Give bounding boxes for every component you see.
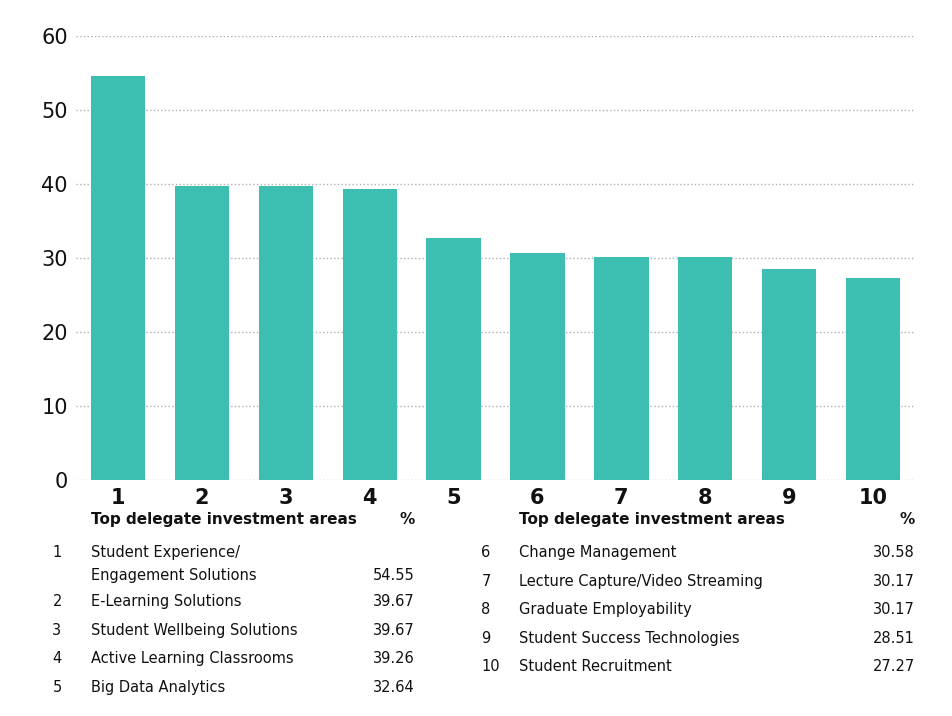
Text: 9: 9 (481, 631, 490, 646)
Text: 6: 6 (481, 545, 490, 560)
Text: %: % (399, 512, 414, 527)
Text: 39.67: 39.67 (372, 594, 414, 609)
Bar (761, 268, 816, 480)
Text: 28.51: 28.51 (872, 631, 914, 646)
Text: 54.55: 54.55 (372, 569, 414, 584)
Text: Student Experience/: Student Experience/ (90, 545, 239, 560)
Text: 39.67: 39.67 (372, 623, 414, 638)
Bar (509, 253, 565, 480)
Bar (258, 186, 313, 480)
Bar (677, 256, 732, 480)
Text: 3: 3 (52, 623, 62, 638)
Text: 8: 8 (481, 602, 490, 617)
Text: Top delegate investment areas: Top delegate investment areas (90, 512, 356, 527)
Bar (174, 186, 229, 480)
Text: Change Management: Change Management (519, 545, 676, 560)
Bar (844, 278, 900, 480)
Text: 27.27: 27.27 (872, 659, 914, 674)
Bar (90, 76, 146, 480)
Text: 32.64: 32.64 (372, 680, 414, 695)
Text: 39.26: 39.26 (372, 652, 414, 667)
Text: 1: 1 (52, 545, 62, 560)
Text: 4: 4 (52, 652, 62, 667)
Text: 10: 10 (481, 659, 500, 674)
Text: Top delegate investment areas: Top delegate investment areas (519, 512, 784, 527)
Text: Graduate Employability: Graduate Employability (519, 602, 691, 617)
Bar (342, 189, 397, 480)
Text: Student Success Technologies: Student Success Technologies (519, 631, 740, 646)
Text: Student Recruitment: Student Recruitment (519, 659, 671, 674)
Text: Active Learning Classrooms: Active Learning Classrooms (90, 652, 293, 667)
Text: Engagement Solutions: Engagement Solutions (90, 569, 256, 584)
Text: Big Data Analytics: Big Data Analytics (90, 680, 225, 695)
Text: 5: 5 (52, 680, 62, 695)
Text: 30.17: 30.17 (872, 574, 914, 589)
Text: 30.17: 30.17 (872, 602, 914, 617)
Text: E-Learning Solutions: E-Learning Solutions (90, 594, 241, 609)
Text: 7: 7 (481, 574, 490, 589)
Text: Student Wellbeing Solutions: Student Wellbeing Solutions (90, 623, 297, 638)
Bar (426, 238, 481, 480)
Text: 2: 2 (52, 594, 62, 609)
Text: %: % (899, 512, 914, 527)
Bar (593, 256, 648, 480)
Text: 30.58: 30.58 (872, 545, 914, 560)
Text: Lecture Capture/Video Streaming: Lecture Capture/Video Streaming (519, 574, 763, 589)
